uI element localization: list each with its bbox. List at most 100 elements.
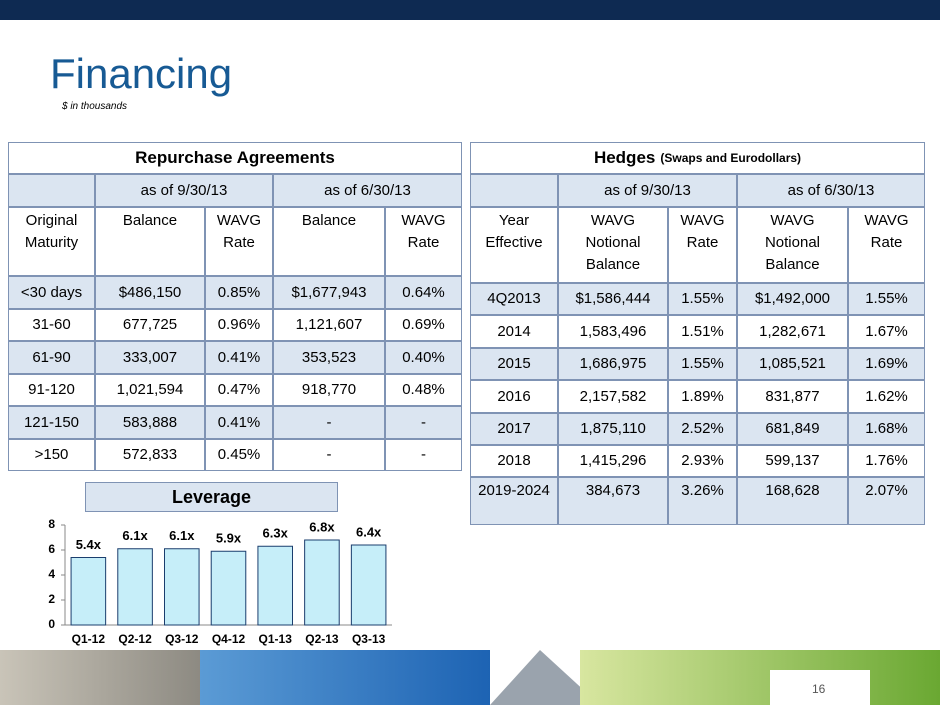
- column-header: WAVG Notional Balance: [737, 207, 848, 283]
- table-cell: -: [273, 406, 385, 439]
- table-cell: 1.89%: [668, 380, 737, 413]
- y-tick-label: 0: [48, 617, 55, 631]
- column-header: WAVG Rate: [848, 207, 925, 283]
- page-number: 16: [812, 682, 826, 696]
- table-cell: 2.93%: [668, 445, 737, 477]
- table-cell: $486,150: [95, 276, 205, 309]
- leverage-chart: 0 2 4 6 8 Q1-12 5.4x Q2-12 6.1x Q3-12 6.1x Q4-12 5.9…: [48, 517, 392, 646]
- table-cell: 1,021,594: [95, 374, 205, 406]
- sky-image: [200, 650, 490, 705]
- data-label: 6.4x: [356, 524, 382, 539]
- table-cell: 121-150: [8, 406, 95, 439]
- table-cell: 1,686,975: [558, 348, 668, 380]
- column-header: WAVG Rate: [668, 207, 737, 283]
- column-header: Original Maturity: [8, 207, 95, 276]
- table-cell: 1.76%: [848, 445, 925, 477]
- table-title: Repurchase Agreements: [8, 142, 462, 174]
- period-header: as of 9/30/13: [95, 174, 273, 207]
- table-cell: 1.68%: [848, 413, 925, 445]
- data-label: 5.9x: [216, 531, 242, 546]
- leaf-image: [580, 650, 940, 705]
- rope-image: [0, 650, 200, 705]
- x-tick-label: Q3-12: [165, 632, 199, 646]
- bar: [257, 545, 293, 626]
- table-cell: $1,492,000: [737, 283, 848, 315]
- table-cell: 1.69%: [848, 348, 925, 380]
- table-cell: 572,833: [95, 439, 205, 471]
- table-cell: 2,157,582: [558, 380, 668, 413]
- blank-cell: [8, 174, 95, 207]
- table-title-text: Hedges: [593, 148, 656, 167]
- table-cell: 0.48%: [385, 374, 462, 406]
- table-cell: 1.51%: [668, 315, 737, 348]
- table-cell: 1,085,521: [737, 348, 848, 380]
- data-label: 6.8x: [309, 519, 335, 534]
- table-cell: 0.47%: [205, 374, 273, 406]
- data-label: 6.3x: [263, 526, 289, 541]
- x-tick-label: Q3-13: [352, 632, 386, 646]
- table-cell: -: [385, 406, 462, 439]
- table-cell: 1.55%: [668, 348, 737, 380]
- period-header: as of 6/30/13: [737, 174, 925, 207]
- column-header: Balance: [273, 207, 385, 276]
- table-cell: 2014: [470, 315, 558, 348]
- table-title-text: Repurchase Agreements: [135, 148, 335, 167]
- table-cell: -: [273, 439, 385, 471]
- table-cell: 1.55%: [668, 283, 737, 315]
- table-cell: 1.55%: [848, 283, 925, 315]
- table-cell: 3.26%: [668, 477, 737, 525]
- shape: [490, 650, 600, 705]
- table-cell: 1.62%: [848, 380, 925, 413]
- number-bg: [770, 670, 870, 705]
- table-cell: 0.45%: [205, 439, 273, 471]
- table-cell: 168,628: [737, 477, 848, 525]
- x-tick-label: Q2-12: [118, 632, 152, 646]
- table-cell: 2016: [470, 380, 558, 413]
- bar: [117, 548, 153, 626]
- table-cell: 831,877: [737, 380, 848, 413]
- table-cell: 2017: [470, 413, 558, 445]
- table-cell: 1,415,296: [558, 445, 668, 477]
- table-cell: $1,677,943: [273, 276, 385, 309]
- table-cell: 2015: [470, 348, 558, 380]
- subtitle: $ in thousands: [62, 101, 128, 112]
- table-cell: 333,007: [95, 341, 205, 374]
- table-cell: 4Q2013: [470, 283, 558, 315]
- period-header: as of 6/30/13: [273, 174, 462, 207]
- table-cell: $1,586,444: [558, 283, 668, 315]
- x-tick-label: Q2-13: [305, 632, 339, 646]
- table-cell: 0.41%: [205, 406, 273, 439]
- table-cell: 677,725: [95, 309, 205, 341]
- table-cell: 91-120: [8, 374, 95, 406]
- table-cell: 0.96%: [205, 309, 273, 341]
- table-cell: 2019-2024: [470, 477, 558, 525]
- table-cell: 0.40%: [385, 341, 462, 374]
- data-label: 6.1x: [169, 528, 195, 543]
- data-label: 5.4x: [76, 537, 102, 552]
- table-title: Hedges (Swaps and Eurodollars): [470, 142, 925, 174]
- table-cell: 0.85%: [205, 276, 273, 309]
- table-cell: 384,673: [558, 477, 668, 525]
- chart-title: Leverage: [85, 482, 338, 512]
- column-header: WAVG Rate: [205, 207, 273, 276]
- table-cell: 2018: [470, 445, 558, 477]
- table-cell: <30 days: [8, 276, 95, 309]
- table-cell: 1,875,110: [558, 413, 668, 445]
- bar: [70, 557, 107, 626]
- table-cell: >150: [8, 439, 95, 471]
- data-label: 6.1x: [122, 528, 148, 543]
- table-cell: 599,137: [737, 445, 848, 477]
- bar: [210, 550, 247, 626]
- bar: [304, 539, 340, 626]
- period-header: as of 9/30/13: [558, 174, 737, 207]
- table-cell: 2.07%: [848, 477, 925, 525]
- table-cell: -: [385, 439, 462, 471]
- top-bar: [0, 0, 940, 20]
- table-cell: 2.52%: [668, 413, 737, 445]
- table-cell: 353,523: [273, 341, 385, 374]
- y-tick-label: 4: [48, 567, 55, 581]
- blank-cell: [470, 174, 558, 207]
- table-cell: 1,121,607: [273, 309, 385, 341]
- bar: [164, 548, 200, 626]
